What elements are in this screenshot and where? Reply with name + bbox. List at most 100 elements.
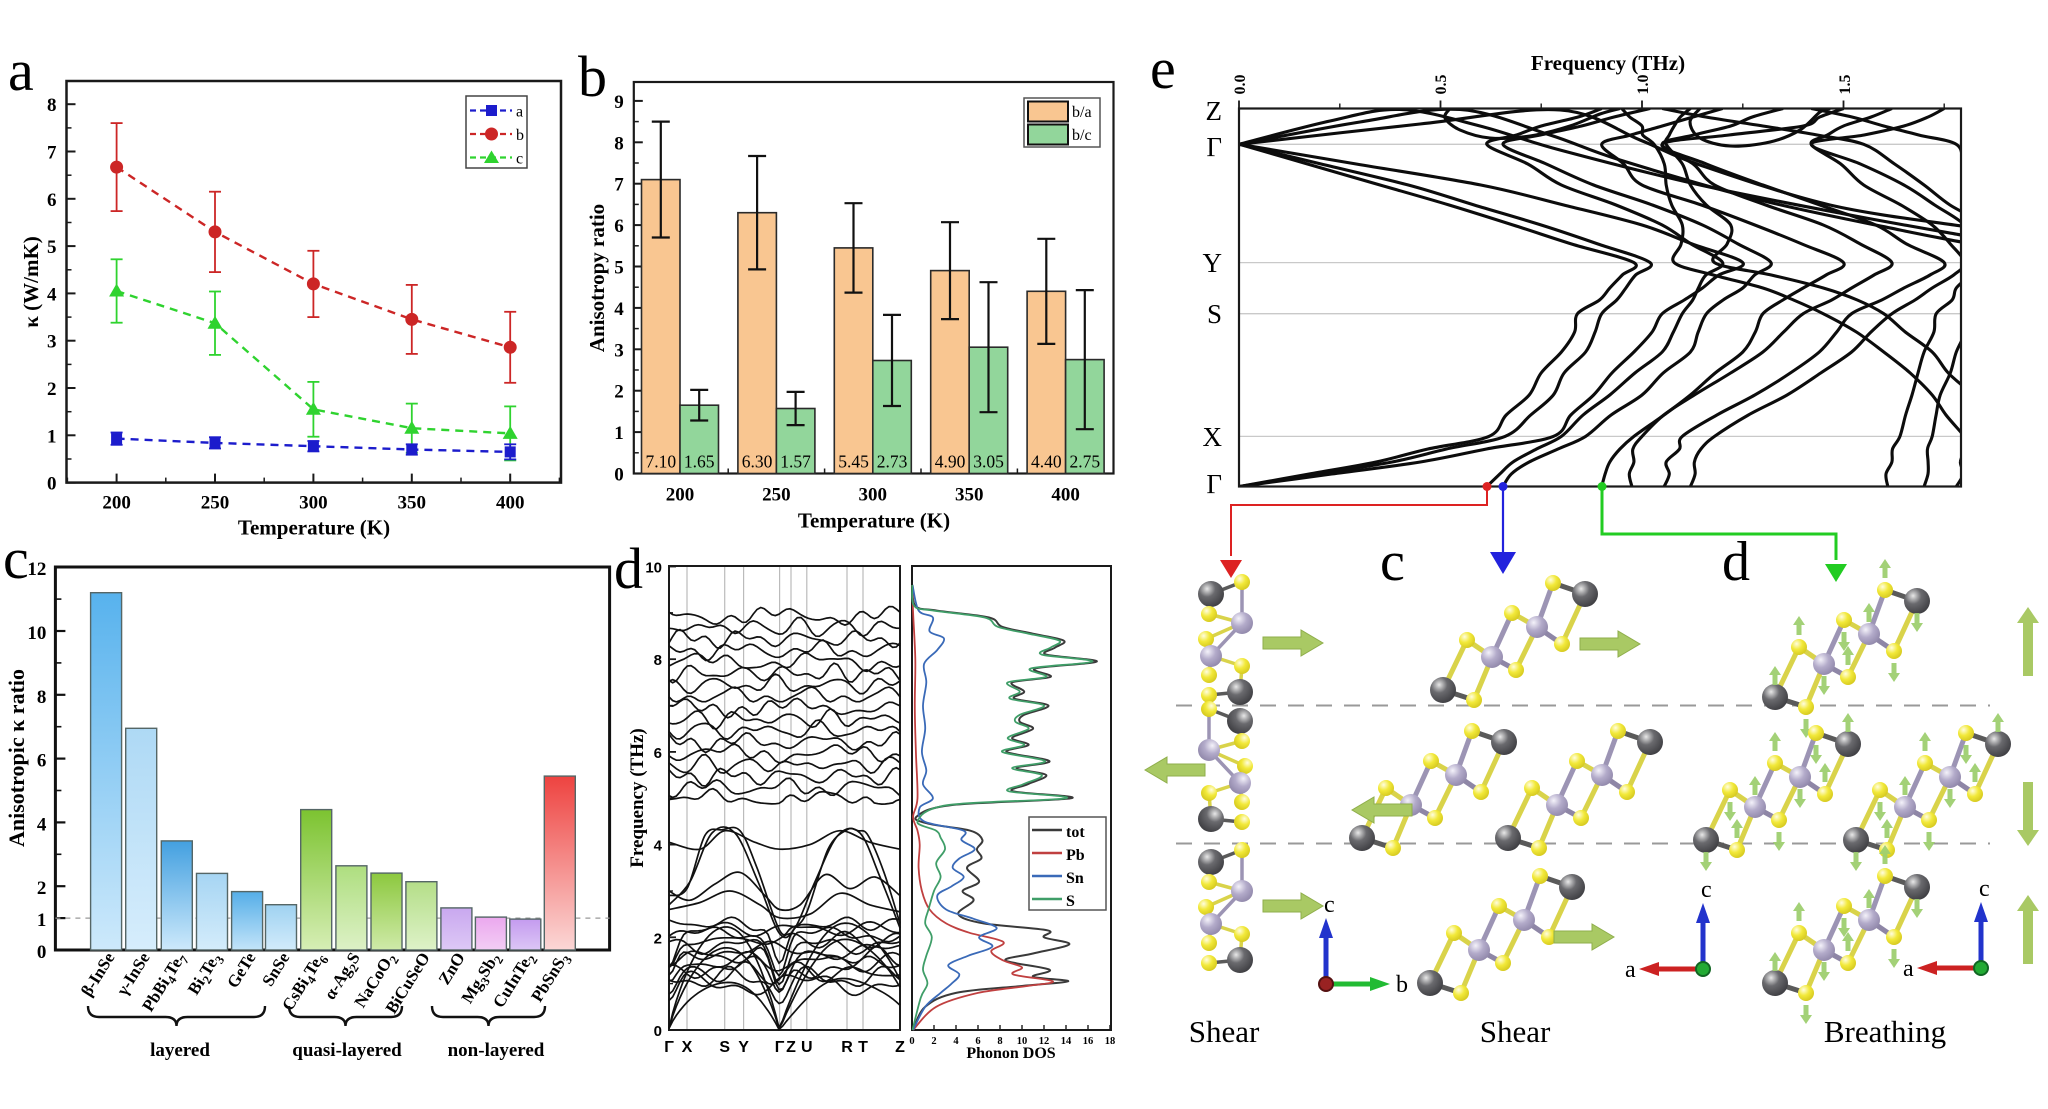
svg-text:1: 1 xyxy=(614,423,624,444)
svg-text:12: 12 xyxy=(27,559,46,580)
svg-text:400: 400 xyxy=(1051,485,1080,506)
svg-text:Temperature (K): Temperature (K) xyxy=(798,509,950,533)
svg-text:8: 8 xyxy=(654,652,662,669)
svg-text:a: a xyxy=(8,38,34,103)
svg-text:Frequency (THz): Frequency (THz) xyxy=(627,728,648,868)
svg-text:6.30: 6.30 xyxy=(742,452,773,472)
svg-text:4.90: 4.90 xyxy=(935,452,966,472)
svg-text:2.75: 2.75 xyxy=(1069,452,1100,472)
svg-text:2: 2 xyxy=(931,1036,936,1047)
svg-text:4.40: 4.40 xyxy=(1031,452,1062,472)
svg-text:0: 0 xyxy=(614,465,624,486)
svg-text:κ (W/mK): κ (W/mK) xyxy=(19,236,43,328)
svg-text:d: d xyxy=(1722,531,1750,593)
svg-text:non-layered: non-layered xyxy=(448,1040,545,1061)
svg-text:b/a: b/a xyxy=(1072,104,1092,121)
svg-text:a: a xyxy=(1903,956,1914,982)
svg-text:2: 2 xyxy=(654,930,662,947)
svg-text:1.0: 1.0 xyxy=(1635,75,1652,95)
svg-text:8: 8 xyxy=(37,687,47,708)
svg-text:c: c xyxy=(1979,876,1990,902)
svg-text:b: b xyxy=(1396,972,1408,998)
svg-text:0: 0 xyxy=(654,1023,662,1040)
svg-text:layered: layered xyxy=(150,1040,210,1061)
svg-text:Anisotropic κ ratio: Anisotropic κ ratio xyxy=(4,669,29,847)
svg-text:1: 1 xyxy=(37,910,47,931)
svg-text:Pb: Pb xyxy=(1066,847,1085,864)
svg-text:c: c xyxy=(516,151,523,168)
svg-text:c: c xyxy=(1324,892,1335,918)
svg-text:5: 5 xyxy=(47,237,57,258)
svg-text:3: 3 xyxy=(614,340,624,361)
svg-text:7.10: 7.10 xyxy=(645,452,676,472)
svg-text:Z: Z xyxy=(1206,96,1223,126)
svg-text:1.5: 1.5 xyxy=(1837,75,1854,95)
svg-text:Γ: Γ xyxy=(664,1039,674,1056)
svg-text:b: b xyxy=(578,44,607,109)
svg-text:0: 0 xyxy=(47,474,57,495)
svg-text:2: 2 xyxy=(614,382,624,403)
svg-text:X: X xyxy=(1203,422,1223,452)
svg-text:2.73: 2.73 xyxy=(877,452,908,472)
svg-text:Breathing: Breathing xyxy=(1824,1014,1946,1049)
svg-text:8: 8 xyxy=(47,95,57,116)
svg-text:6: 6 xyxy=(47,190,57,211)
svg-text:350: 350 xyxy=(955,485,984,506)
svg-text:a: a xyxy=(1625,957,1636,983)
svg-text:Γ: Γ xyxy=(775,1039,785,1056)
svg-text:Y: Y xyxy=(738,1039,749,1056)
svg-text:d: d xyxy=(614,536,643,601)
svg-text:Shear: Shear xyxy=(1480,1014,1551,1049)
svg-text:12: 12 xyxy=(1039,1036,1050,1047)
svg-text:Temperature (K): Temperature (K) xyxy=(238,516,390,540)
svg-text:0.0: 0.0 xyxy=(1232,75,1249,95)
svg-text:6: 6 xyxy=(614,216,624,237)
svg-text:e: e xyxy=(1150,36,1176,101)
svg-text:9: 9 xyxy=(614,92,624,113)
svg-text:0: 0 xyxy=(37,942,47,963)
svg-text:2: 2 xyxy=(47,379,57,400)
svg-text:Γ: Γ xyxy=(1206,132,1222,162)
svg-text:Anisotropy ratio: Anisotropy ratio xyxy=(585,204,609,352)
svg-text:6: 6 xyxy=(654,745,662,762)
svg-text:7: 7 xyxy=(47,143,57,164)
svg-text:Γ: Γ xyxy=(1206,469,1222,499)
svg-text:4: 4 xyxy=(614,299,624,320)
svg-text:8: 8 xyxy=(997,1036,1002,1047)
svg-text:10: 10 xyxy=(1017,1036,1028,1047)
svg-text:6: 6 xyxy=(37,751,47,772)
svg-text:300: 300 xyxy=(299,493,328,514)
svg-text:b/c: b/c xyxy=(1072,127,1092,144)
svg-text:400: 400 xyxy=(496,493,525,514)
svg-text:U: U xyxy=(801,1039,813,1056)
svg-text:5: 5 xyxy=(614,258,624,279)
svg-text:quasi-layered: quasi-layered xyxy=(292,1040,402,1061)
svg-text:3.05: 3.05 xyxy=(973,452,1004,472)
svg-text:8: 8 xyxy=(614,133,624,154)
svg-text:7: 7 xyxy=(614,175,624,196)
svg-text:1: 1 xyxy=(47,426,57,447)
svg-text:0: 0 xyxy=(909,1036,914,1047)
svg-text:S: S xyxy=(1207,299,1222,329)
svg-text:tot: tot xyxy=(1066,824,1085,841)
svg-text:Phonon DOS: Phonon DOS xyxy=(966,1045,1055,1062)
svg-text:S: S xyxy=(719,1039,730,1056)
svg-text:250: 250 xyxy=(762,485,791,506)
svg-text:c: c xyxy=(1701,877,1712,903)
svg-text:X: X xyxy=(682,1039,693,1056)
svg-text:6: 6 xyxy=(975,1036,980,1047)
svg-text:4: 4 xyxy=(37,814,47,835)
svg-text:Y: Y xyxy=(1203,248,1223,278)
svg-text:10: 10 xyxy=(27,623,46,644)
svg-text:0.5: 0.5 xyxy=(1433,75,1450,95)
svg-text:300: 300 xyxy=(859,485,888,506)
svg-text:c: c xyxy=(1380,531,1405,593)
svg-text:18: 18 xyxy=(1105,1036,1116,1047)
svg-text:200: 200 xyxy=(102,493,131,514)
svg-text:a: a xyxy=(516,104,523,121)
svg-text:5.45: 5.45 xyxy=(838,452,869,472)
svg-text:2: 2 xyxy=(37,878,47,899)
svg-text:16: 16 xyxy=(1083,1036,1094,1047)
svg-text:R: R xyxy=(841,1039,853,1056)
svg-text:3: 3 xyxy=(47,332,57,353)
